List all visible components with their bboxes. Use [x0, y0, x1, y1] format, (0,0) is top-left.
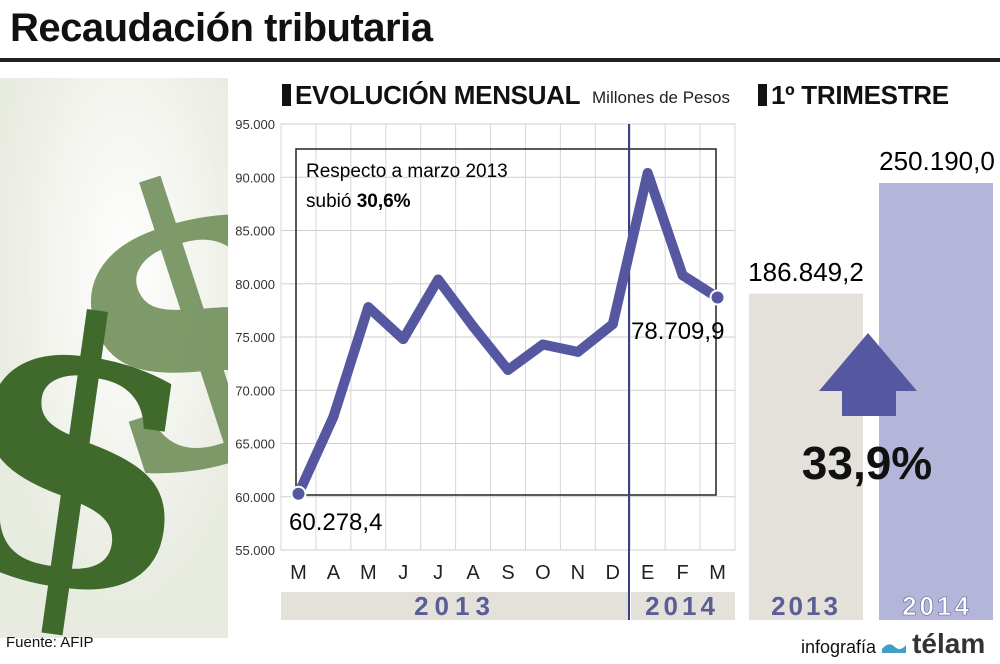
dollar-photo: $ $ [0, 78, 228, 638]
data-point [290, 485, 307, 502]
data-point [642, 167, 653, 178]
data-point [398, 334, 409, 345]
data-point [328, 411, 339, 422]
annotation-line2: subió 30,6% [306, 191, 411, 212]
data-label-first: 60.278,4 [289, 509, 382, 536]
y-tick-label: 70.000 [235, 383, 275, 398]
y-tick-label: 95.000 [235, 117, 275, 132]
telam-logo-icon [881, 638, 907, 653]
x-tick-label: N [571, 562, 585, 584]
year-band-2014 [631, 592, 735, 620]
heading-square-icon [282, 84, 291, 106]
data-point [572, 346, 583, 357]
data-point [468, 321, 479, 332]
quarter-bars [749, 183, 993, 620]
annotation-percentage: 30,6% [357, 191, 411, 212]
source-note: Fuente: AFIP [6, 634, 94, 651]
bar-2013 [749, 293, 863, 620]
x-tick-label: M [290, 562, 307, 584]
data-point [503, 365, 513, 376]
data-label-last: 78.709,9 [631, 318, 724, 345]
y-tick-label: 75.000 [235, 330, 275, 345]
credit: infografía télam [801, 628, 985, 660]
y-tick-label: 80.000 [235, 277, 275, 292]
year-label-2014: 2014 [645, 591, 719, 621]
data-point [607, 319, 618, 330]
page-title: Recaudación tributaria [10, 6, 433, 50]
data-point [363, 302, 374, 313]
annotation-box [295, 148, 717, 496]
y-tick-label: 55.000 [235, 543, 275, 558]
growth-percentage: 33,9% [802, 437, 932, 489]
x-tick-label: S [501, 562, 514, 584]
annotation-line1: Respecto a marzo 2013 [306, 161, 508, 182]
y-tick-label: 60.000 [235, 490, 275, 505]
bar-year-2014: 2014 [902, 591, 972, 621]
year-band-2013 [281, 592, 628, 620]
data-point [433, 274, 444, 285]
x-tick-label: A [327, 562, 341, 584]
x-tick-label: O [535, 562, 551, 584]
x-tick-label: M [360, 562, 377, 584]
y-axis-ticks: 95.000 90.000 85.000 80.000 75.000 70.000 65.0… [235, 117, 275, 558]
growth-arrow-icon [819, 333, 917, 416]
data-point [709, 289, 726, 306]
credit-brand: télam [912, 628, 986, 659]
data-point [537, 339, 548, 350]
y-tick-label: 90.000 [235, 170, 275, 185]
x-tick-label: F [677, 562, 689, 584]
data-point [677, 270, 688, 281]
monthly-heading: EVOLUCIÓN MENSUAL [282, 80, 581, 111]
series-points [290, 167, 726, 502]
x-tick-label: J [398, 562, 408, 584]
bar-value-2013: 186.849,2 [748, 257, 864, 287]
year-label-2013: 2013 [414, 591, 496, 621]
credit-prefix: infografía [801, 637, 877, 657]
bar-value-2014: 250.190,0 [879, 146, 995, 176]
x-tick-label: E [641, 562, 654, 584]
quarter-heading: 1º TRIMESTRE [758, 80, 949, 111]
unit-label: Millones de Pesos [592, 88, 730, 107]
x-tick-label: A [466, 562, 480, 584]
heading-square-icon [758, 84, 767, 106]
bar-year-2013: 2013 [771, 591, 841, 621]
x-tick-label: J [433, 562, 443, 584]
x-tick-label: D [606, 562, 620, 584]
y-tick-label: 65.000 [235, 437, 275, 452]
y-tick-label: 85.000 [235, 224, 275, 239]
bar-2014 [879, 183, 993, 620]
monthly-grid [280, 123, 736, 551]
x-tick-label: M [709, 562, 726, 584]
title-rule [0, 58, 1000, 62]
